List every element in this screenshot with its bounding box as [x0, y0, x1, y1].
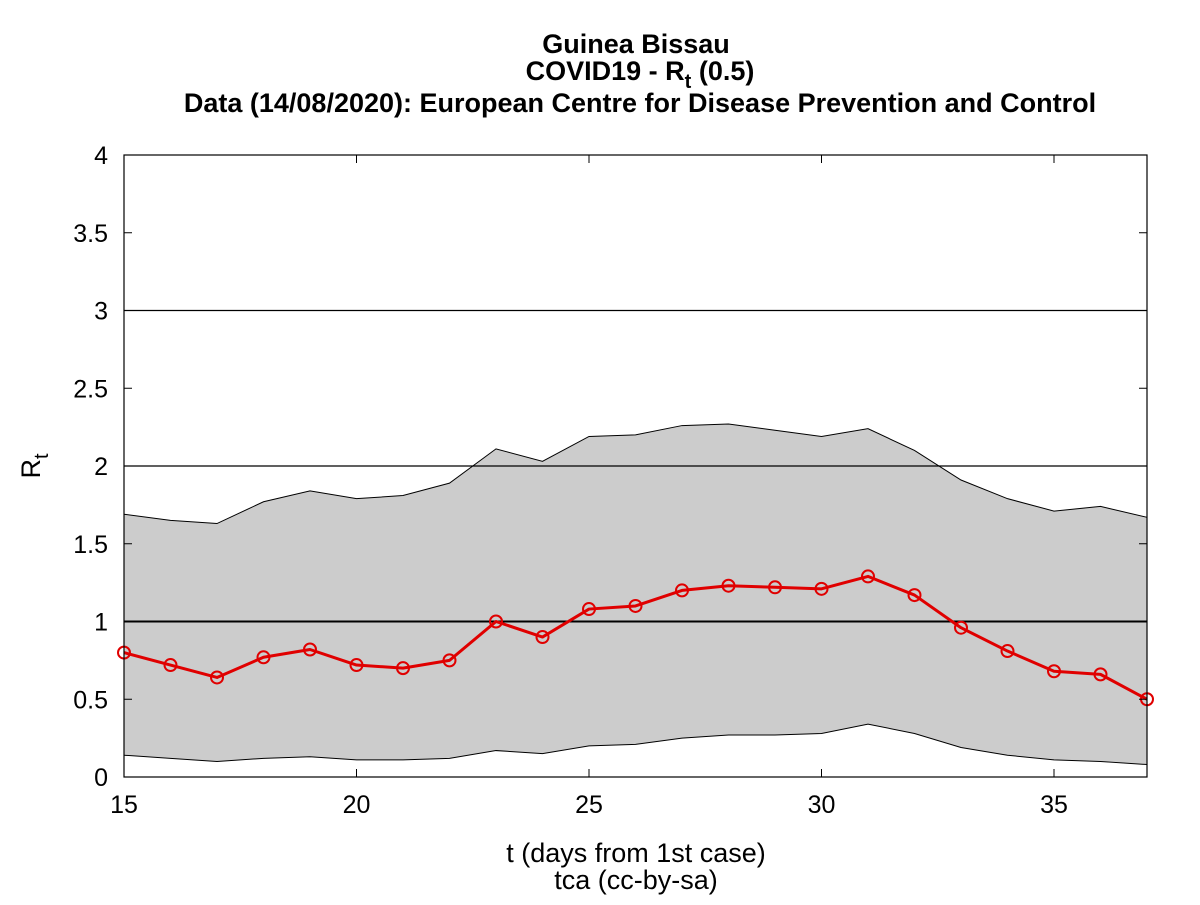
x-tick-label-35: 35 — [1040, 791, 1068, 819]
rt-point-32 — [907, 588, 922, 603]
chart-title-line3: Data (14/08/2020): European Centre for D… — [184, 88, 1096, 118]
y-tick-label-2-5: 2.5 — [73, 375, 108, 403]
rt-point-35 — [1047, 664, 1061, 679]
rt-point-19 — [303, 642, 317, 657]
y-tick-label-3-5: 3.5 — [73, 220, 108, 248]
series-layer — [117, 569, 1154, 707]
y-tick-label-0-5: 0.5 — [73, 686, 108, 714]
reference-lines-layer — [124, 309, 1147, 623]
rt-point-25 — [582, 602, 596, 617]
x-tick-label-25: 25 — [575, 791, 603, 819]
y-axis-label-main: R — [16, 459, 46, 479]
chart-title-line2: COVID19 - Rt (0.5) — [526, 56, 755, 93]
rt-point-20 — [349, 658, 364, 673]
y-axis-label: Rt — [16, 453, 53, 479]
credit-label: tca (cc-by-sa) — [554, 865, 718, 895]
y-tick-label-0: 0 — [94, 764, 108, 792]
y-tick-label-4: 4 — [94, 142, 108, 170]
tick-labels-layer: 15 20 25 30 35 0 0.5 1 1.5 2 2.5 3 3.5 4 — [73, 142, 1068, 819]
rt-point-24 — [535, 630, 550, 645]
band-upper-edge — [123, 423, 1148, 525]
x-axis-label: t (days from 1st case) — [506, 838, 766, 868]
chart-title-line2-sub: t — [685, 71, 692, 93]
rt-point-16 — [163, 658, 178, 673]
rt-point-17 — [210, 670, 224, 685]
rt-point-18 — [256, 650, 271, 665]
y-tick-label-3: 3 — [94, 298, 108, 326]
rt-point-27 — [675, 583, 689, 598]
rt-point-36 — [1093, 667, 1108, 682]
rt-point-29 — [768, 580, 782, 595]
axes-layer — [123, 154, 1148, 778]
x-tick-label-20: 20 — [343, 791, 371, 819]
rt-point-23 — [489, 614, 503, 629]
x-tick-label-15: 15 — [110, 791, 138, 819]
y-tick-label-1-5: 1.5 — [73, 531, 108, 559]
chart-title-line2-prefix: COVID19 - R — [526, 56, 685, 86]
rt-point-33 — [954, 620, 968, 635]
rt-point-30 — [814, 581, 829, 596]
y-axis-label-sub: t — [31, 453, 53, 459]
rt-point-22 — [442, 653, 457, 668]
rt-point-26 — [628, 598, 643, 613]
rt-series-line — [123, 574, 1148, 701]
x-tick-label-30: 30 — [808, 791, 836, 819]
rt-point-34 — [1000, 644, 1015, 659]
chart-title-line1: Guinea Bissau — [542, 29, 730, 59]
confidence-band-layer — [123, 423, 1148, 766]
rt-point-21 — [396, 661, 410, 676]
y-tick-label-2: 2 — [94, 453, 108, 481]
chart-title-line2-suffix: (0.5) — [691, 56, 754, 86]
confidence-band — [124, 424, 1147, 765]
rt-point-28 — [721, 578, 736, 593]
rt-point-31 — [861, 569, 875, 584]
band-lower-edge — [123, 723, 1148, 766]
y-tick-label-1: 1 — [94, 609, 108, 637]
